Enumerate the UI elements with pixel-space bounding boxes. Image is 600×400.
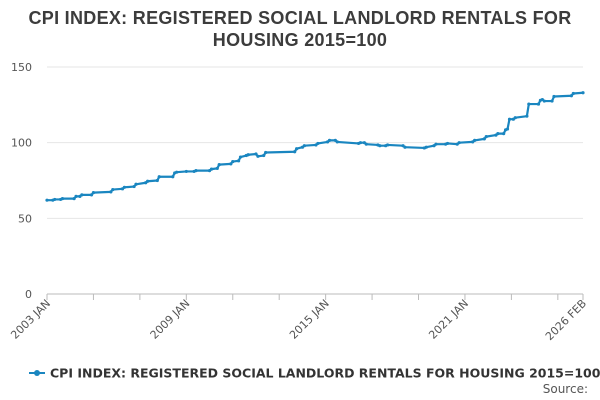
data-point xyxy=(505,127,510,131)
y-tick-label: 50 xyxy=(18,212,32,225)
legend[interactable]: CPI INDEX: REGISTERED SOCIAL LANDLORD RE… xyxy=(29,366,600,381)
data-point xyxy=(536,102,541,106)
x-axis: 2003 JAN 2009 JAN 2015 JAN 2021 JAN 2026 FEB xyxy=(8,293,589,343)
data-point xyxy=(209,167,214,171)
data-point xyxy=(60,197,65,201)
data-point xyxy=(111,187,115,192)
data-point xyxy=(236,159,241,163)
data-point xyxy=(316,141,320,146)
data-point xyxy=(364,142,368,146)
x-tick-label: 2026 FEB xyxy=(543,297,589,343)
data-point xyxy=(434,142,438,146)
data-point xyxy=(89,193,94,197)
data-point xyxy=(53,197,57,202)
data-point xyxy=(552,94,556,99)
y-axis: 0 50 100 150 xyxy=(11,61,32,301)
data-point xyxy=(184,169,188,174)
data-point xyxy=(45,198,49,202)
data-point xyxy=(542,99,546,103)
data-point xyxy=(175,170,179,174)
x-tick-label: 2015 JAN xyxy=(287,297,332,342)
data-point xyxy=(293,150,297,154)
data-point xyxy=(254,152,258,156)
data-point xyxy=(231,159,235,164)
data-point xyxy=(132,184,136,189)
data-point xyxy=(155,178,159,183)
data-point xyxy=(295,147,299,151)
data-point xyxy=(484,135,488,139)
data-point xyxy=(445,141,450,146)
data-point xyxy=(513,116,517,120)
data-point xyxy=(80,193,84,197)
data-point xyxy=(358,141,363,145)
data-point xyxy=(229,162,233,166)
data-point xyxy=(134,182,138,186)
chart-title-line-2: HOUSING 2015=100 xyxy=(213,30,387,50)
data-point xyxy=(262,153,266,158)
x-tick-label: 2003 JAN xyxy=(8,297,53,342)
data-point xyxy=(502,131,506,136)
data-point xyxy=(527,102,531,106)
chart-title-line-1: CPI INDEX: REGISTERED SOCIAL LANDLORD RE… xyxy=(28,8,571,28)
data-point xyxy=(581,91,585,95)
data-point xyxy=(457,141,461,145)
data-point xyxy=(122,185,126,189)
data-point xyxy=(569,94,573,98)
data-point xyxy=(507,117,512,121)
data-point xyxy=(403,145,407,149)
data-point xyxy=(246,153,250,157)
data-point xyxy=(550,99,554,103)
data-point xyxy=(217,163,221,167)
data-point xyxy=(385,143,390,147)
data-point xyxy=(157,175,161,179)
legend-dot-marker xyxy=(34,370,40,376)
data-point xyxy=(335,140,339,144)
data-point xyxy=(171,175,175,179)
legend-label: CPI INDEX: REGISTERED SOCIAL LANDLORD RE… xyxy=(50,366,600,381)
data-point xyxy=(525,114,529,118)
data-point xyxy=(146,179,150,183)
data-point xyxy=(424,145,428,149)
data-point xyxy=(238,155,243,159)
data-point xyxy=(256,154,260,158)
plot-area xyxy=(45,91,585,202)
y-tick-label: 100 xyxy=(11,137,32,150)
data-point xyxy=(571,91,575,96)
data-point xyxy=(72,197,76,201)
data-point xyxy=(302,144,306,148)
data-point xyxy=(473,138,477,142)
x-tick-label: 2009 JAN xyxy=(148,297,193,342)
data-point xyxy=(482,137,486,141)
gridlines xyxy=(47,66,583,219)
data-point xyxy=(74,194,78,198)
data-point xyxy=(327,138,332,142)
x-tick-label: 2021 JAN xyxy=(426,297,471,342)
y-tick-label: 0 xyxy=(25,288,32,301)
data-point xyxy=(194,169,198,173)
data-point xyxy=(264,150,268,155)
data-point xyxy=(496,131,500,136)
source-label: Source: xyxy=(543,382,588,396)
data-point xyxy=(109,190,113,194)
y-tick-label: 150 xyxy=(11,61,32,74)
series-line xyxy=(47,91,584,202)
data-point xyxy=(378,144,382,148)
data-point xyxy=(91,191,96,195)
data-point xyxy=(215,166,219,170)
